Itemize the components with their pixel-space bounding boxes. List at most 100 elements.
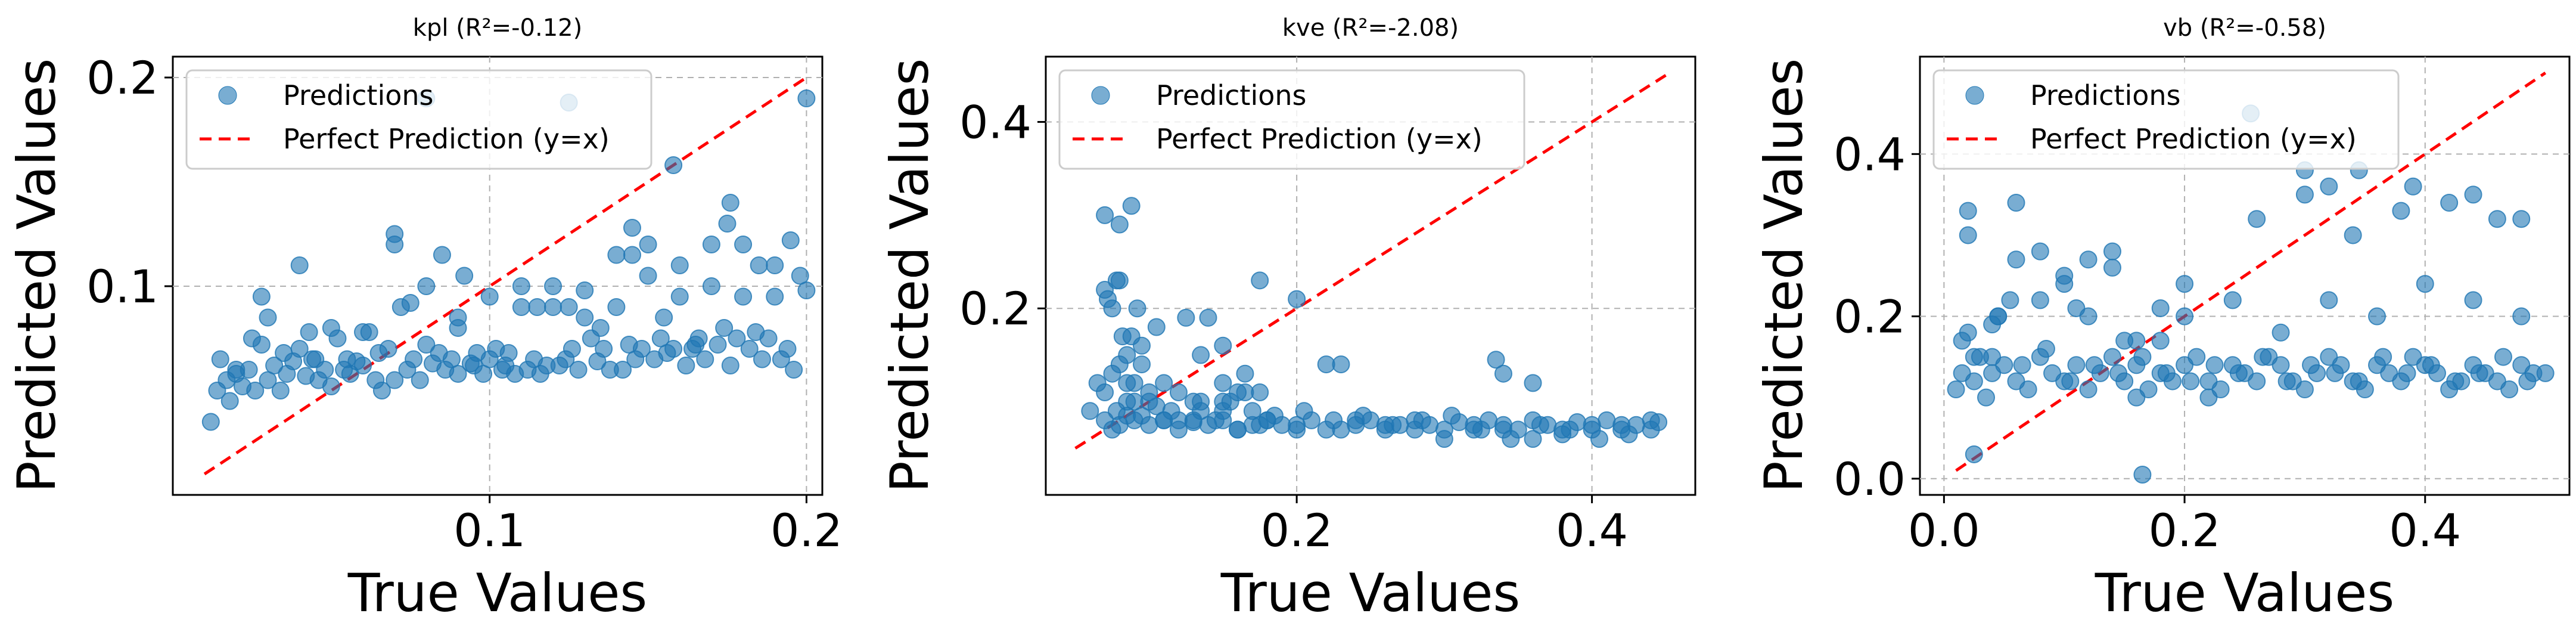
prediction-point: [1989, 307, 2008, 326]
prediction-point: [2127, 388, 2146, 407]
prediction-point: [728, 329, 746, 348]
legend-label-predictions: Predictions: [283, 79, 433, 112]
prediction-point: [1096, 206, 1114, 224]
prediction-point: [1332, 355, 1350, 374]
prediction-point: [607, 298, 626, 316]
prediction-points: [1947, 104, 2555, 484]
prediction-point: [1965, 372, 1983, 391]
prediction-point: [2404, 177, 2422, 196]
x-tick-label: 0.4: [2389, 504, 2461, 557]
prediction-point: [455, 267, 474, 285]
subplot-kve: 0.2 0.4 0.2 0.4 kve (R²=-2.08) True Values…: [879, 14, 1696, 624]
prediction-point: [1133, 355, 1151, 374]
prediction-point: [2223, 291, 2242, 309]
subplot-vb: 0.0 0.2 0.4 0.0 0.2 0.4 vb (R²=-0.58) True V…: [1753, 14, 2571, 624]
prediction-point: [785, 361, 803, 379]
x-tick-labels: 0.2 0.4: [1261, 495, 1628, 557]
prediction-point: [702, 277, 720, 295]
y-tick-label: 0.4: [1834, 128, 1906, 181]
prediction-point: [2248, 210, 2266, 228]
x-tick-label: 0.2: [2149, 504, 2221, 557]
prediction-point: [1642, 420, 1660, 439]
prediction-point: [528, 298, 546, 316]
prediction-point: [1251, 271, 1269, 290]
prediction-point: [1147, 397, 1166, 416]
prediction-point: [300, 323, 318, 341]
y-tick-label: 0.2: [959, 282, 1031, 335]
prediction-point: [702, 236, 720, 253]
prediction-point: [1965, 348, 1983, 366]
prediction-point: [2115, 332, 2134, 350]
prediction-point: [1122, 327, 1141, 346]
prediction-point: [417, 277, 436, 295]
prediction-point: [750, 256, 768, 274]
prediction-point: [2103, 348, 2121, 366]
prediction-point: [1110, 355, 1129, 374]
prediction-point: [2470, 364, 2488, 382]
prediction-point: [2295, 380, 2314, 399]
prediction-point: [1977, 388, 1996, 407]
prediction-point: [614, 361, 632, 379]
prediction-point: [734, 236, 753, 253]
legend-box: [185, 69, 652, 170]
prediction-point: [2320, 177, 2338, 196]
prediction-point: [1487, 351, 1505, 369]
prediction-point: [1265, 407, 1284, 425]
prediction-point: [686, 336, 705, 354]
prediction-point: [569, 361, 588, 379]
prediction-point: [1413, 411, 1431, 429]
prediction-point: [271, 382, 290, 399]
prediction-point: [576, 308, 594, 327]
prediction-point: [386, 371, 404, 389]
y-tick-labels: 0.1 0.2: [86, 51, 173, 313]
prediction-point: [2272, 323, 2290, 342]
prediction-point: [1214, 336, 1232, 355]
prediction-point: [1184, 392, 1202, 411]
prediction-point: [2031, 291, 2049, 309]
prediction-point: [405, 350, 423, 368]
prediction-point: [2007, 194, 2025, 212]
prediction-point: [1524, 430, 1542, 448]
prediction-point: [740, 340, 759, 358]
prediction-point: [623, 246, 641, 264]
prediction-point: [1959, 202, 1977, 220]
prediction-point: [322, 319, 340, 337]
prediction-point: [766, 256, 784, 274]
prediction-point: [265, 357, 284, 374]
prediction-point: [2295, 185, 2314, 204]
prediction-point: [2019, 380, 2037, 399]
prediction-point: [1128, 299, 1146, 318]
prediction-point: [290, 340, 309, 358]
prediction-point: [1354, 407, 1372, 425]
prediction-point: [595, 340, 613, 358]
x-tick-label: 0.1: [453, 504, 526, 557]
prediction-point: [2392, 202, 2410, 220]
prediction-point: [1122, 197, 1141, 215]
y-tick-label: 0.2: [1834, 290, 1906, 343]
prediction-point: [2518, 372, 2537, 391]
y-tick-label: 0.0: [1834, 453, 1906, 506]
prediction-point: [2500, 380, 2519, 399]
prediction-point: [275, 344, 293, 362]
prediction-point: [2494, 348, 2512, 366]
prediction-point: [252, 287, 271, 306]
prediction-point: [2176, 275, 2194, 293]
prediction-point: [1214, 374, 1232, 392]
prediction-point: [1243, 416, 1261, 434]
prediction-point: [2067, 299, 2086, 317]
prediction-point: [1953, 332, 1971, 350]
x-axis-label: True Values: [347, 562, 647, 624]
chart-title: kpl (R²=-0.12): [413, 14, 582, 42]
prediction-point: [2446, 372, 2465, 391]
prediction-point: [512, 277, 530, 295]
prediction-point: [715, 319, 734, 337]
prediction-point: [417, 336, 436, 354]
prediction-point: [2109, 364, 2128, 382]
prediction-point: [2013, 356, 2031, 374]
prediction-point: [411, 371, 429, 389]
prediction-point: [2302, 356, 2320, 374]
prediction-point: [1177, 308, 1195, 327]
prediction-point: [2182, 372, 2200, 391]
prediction-point: [2248, 372, 2266, 391]
